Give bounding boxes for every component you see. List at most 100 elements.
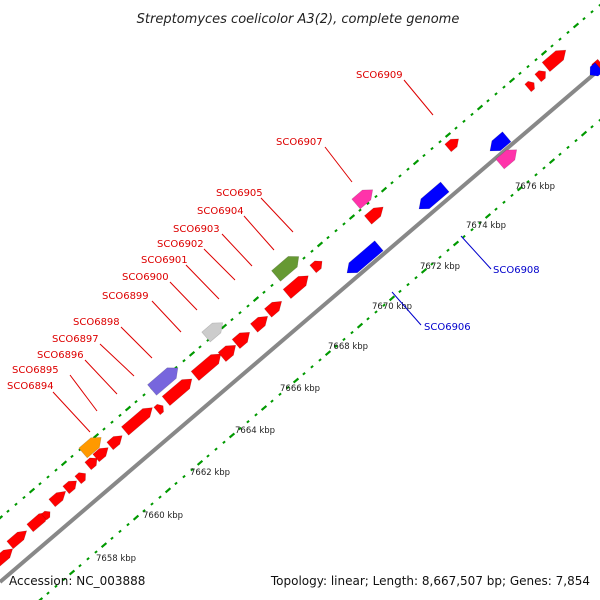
feature-layer [0,49,600,567]
gene-label-leader [169,281,198,311]
ruler-tick-mark [566,30,570,35]
ruler-tick-mark [118,529,122,534]
ruler-tick-mark [406,282,410,287]
gene-label-sco6896[interactable]: SCO6896 [37,350,84,361]
ruler-tick-label: 7662 kbp [190,468,230,478]
gene-label-sco6901[interactable]: SCO6901 [141,255,188,266]
ruler-tick-mark [348,214,356,220]
ruler-tick-mark [534,58,538,62]
gene-label-sco6897[interactable]: SCO6897 [52,334,99,345]
gene-label-sco6905[interactable]: SCO6905 [216,188,263,199]
gene-arrow [524,80,535,93]
ruler-tick-mark [102,427,106,431]
ruler-tick-mark [470,228,474,232]
gene-label-sco6903[interactable]: SCO6903 [173,224,220,235]
ruler-tick-mark [580,130,588,137]
ruler-tick-mark [38,597,44,600]
ruler-tick-mark [350,330,354,335]
gene-label-sco6898[interactable]: SCO6898 [73,317,120,328]
gene-label-sco6899[interactable]: SCO6899 [102,291,149,302]
ruler-tick-mark [124,405,132,412]
gene-arrow [309,260,323,274]
ruler-tick-mark [510,193,514,198]
ruler-tick-mark [462,119,466,123]
ruler-tick-mark [494,92,498,96]
gene-label-sco6895[interactable]: SCO6895 [12,365,59,376]
ruler-tick-mark [132,514,140,521]
gene-label-leader [203,248,236,281]
ruler-tick-mark [438,140,442,144]
ruler-tick-mark [366,201,370,206]
ruler-tick-label: 7672 kbp [420,262,460,272]
ruler-tick-label: 7658 kbp [96,554,136,564]
ruler-tick-mark [0,515,4,520]
label-layer: 7658 kbp 7660 kbp 7662 kbp 7664 kbp 7666 kbp… [7,70,555,564]
ruler-tick-mark [318,358,322,362]
ruler-tick-label: 7660 kbp [143,511,183,521]
ruler-tick-mark [110,420,114,424]
ruler-tick-mark [478,221,482,225]
gene-arrow [282,275,309,300]
ruler-tick-mark [254,413,258,417]
ruler-tick-mark [526,64,530,69]
ruler-tick-mark [150,502,154,506]
ruler-tick-mark [590,10,594,14]
ruler-tick-mark [406,167,410,171]
genome-summary-text: Topology: linear; Length: 8,667,507 bp; … [270,574,590,588]
gene-arrow [74,472,86,485]
ruler-tick-mark [476,104,484,111]
ruler-tick-mark [590,125,594,129]
gene-label-sco6908[interactable]: SCO6908 [493,265,540,276]
ruler-tick-mark [390,181,394,185]
gene-label-leader [391,291,422,326]
ruler-tick-mark [438,255,442,259]
gene-label-sco6902[interactable]: SCO6902 [157,239,204,250]
map-title: Streptomyces coelicolor A3(2), complete … [137,12,460,27]
ruler-tick-mark [228,432,236,439]
gene-arrow [249,315,269,333]
ruler-tick-mark [230,317,234,322]
ruler-tick-mark [420,267,428,274]
gene-label-leader [69,374,98,412]
ruler-tick-mark [516,185,524,192]
ruler-tick-mark [62,577,66,582]
ruler-tick-mark [316,241,324,248]
gene-label-sco6894[interactable]: SCO6894 [7,381,54,392]
ruler-tick-mark [164,487,172,494]
gene-label-sco6906[interactable]: SCO6906 [424,322,471,333]
ruler-tick-mark [542,166,546,170]
gene-arrow [444,138,459,153]
gene-arrow [541,49,567,73]
gene-arrow [231,331,251,350]
gene-label-sco6909[interactable]: SCO6909 [356,70,403,81]
ruler-tick-mark [92,432,100,439]
ruler-tick-mark [246,420,250,424]
ruler-tick-mark [366,317,370,321]
ruler-tick-mark [54,468,58,472]
ruler-tick-label: 7668 kbp [328,342,368,352]
gene-label-sco6907[interactable]: SCO6907 [276,137,323,148]
gene-label-sco6900[interactable]: SCO6900 [122,272,169,283]
ruler-tick-mark [246,304,250,308]
ruler-tick-mark [174,481,178,486]
gene-arrow [217,344,237,363]
ruler-tick-mark [278,392,282,396]
ruler-tick-mark [358,208,362,212]
gene-label-sco6904[interactable]: SCO6904 [197,206,244,217]
ruler-tick-mark [14,502,18,506]
ruler-tick-mark [374,194,378,199]
ruler-tick-mark [550,44,554,48]
ruler-tick-mark [118,413,122,418]
ruler-tick-mark [286,385,290,390]
ruler-tick-mark [598,118,600,122]
gene-label-leader [260,197,294,233]
gene-arrow [263,300,283,318]
ruler-tick-mark [398,289,402,294]
gene-arrow [363,206,384,225]
gene-label-leader [460,235,492,270]
ruler-tick-mark [238,311,242,315]
ruler-tick-mark [470,112,474,117]
gene-arrow [120,407,153,436]
gene-label-leader [120,326,153,359]
gene-label-leader [84,359,118,395]
